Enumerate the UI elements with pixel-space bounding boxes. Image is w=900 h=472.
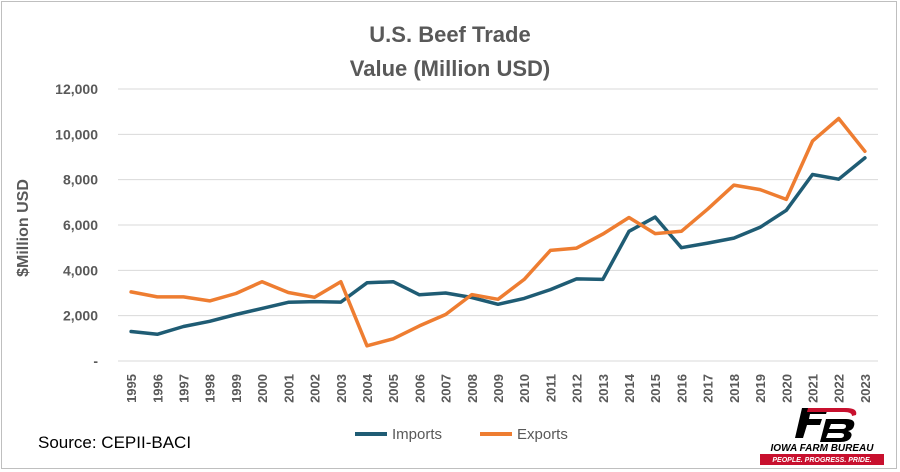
y-tick-label: - — [93, 353, 98, 369]
x-tick-label: 2008 — [465, 374, 480, 403]
legend: Imports Exports — [355, 426, 568, 443]
x-tick-label: 2023 — [858, 374, 873, 403]
x-tick-label: 2015 — [648, 374, 663, 403]
x-tick-label: 2010 — [517, 374, 532, 403]
x-tick-label: 2005 — [386, 374, 401, 403]
series-line-imports — [129, 156, 867, 337]
series-line-exports — [129, 116, 867, 348]
x-tick-label: 1996 — [150, 374, 165, 403]
x-axis-ticks: 1995 1996 1997 1998 1999 2000 2001 2002 2003 2004… — [124, 373, 873, 403]
x-tick-label: 2020 — [779, 374, 794, 403]
x-tick-label: 2002 — [308, 374, 323, 403]
x-tick-label: 2018 — [727, 374, 742, 403]
x-tick-label: 1995 — [124, 374, 139, 403]
x-tick-label: 1999 — [229, 374, 244, 403]
y-tick-label: 4,000 — [63, 262, 98, 278]
y-tick-label: 12,000 — [55, 81, 98, 97]
y-axis-ticks: - 2,000 4,000 6,000 8,000 10,000 12,000 — [55, 81, 98, 369]
x-tick-label: 2009 — [491, 374, 506, 403]
x-tick-label: 2022 — [832, 374, 847, 403]
logo-tagline-bar — [760, 454, 884, 465]
source-note: Source: CEPII-BACI — [38, 433, 191, 452]
x-tick-label: 2007 — [439, 374, 454, 403]
y-tick-label: 10,000 — [55, 126, 98, 142]
legend-label-exports: Exports — [517, 426, 568, 443]
x-tick-label: 2006 — [412, 374, 427, 403]
x-tick-label: 2017 — [701, 374, 716, 403]
y-tick-label: 8,000 — [63, 172, 98, 188]
gridlines — [118, 88, 878, 362]
x-tick-label: 2011 — [543, 374, 558, 402]
x-tick-label: 2016 — [674, 374, 689, 403]
logo-tagline: PEOPLE. PROGRESS. PRIDE. — [772, 457, 871, 464]
chart-title-line-1: U.S. Beef Trade — [369, 22, 530, 47]
chart-title-line-2: Value (Million USD) — [350, 56, 550, 81]
x-tick-label: 2012 — [570, 374, 585, 403]
x-tick-label: 2000 — [255, 374, 270, 403]
x-tick-label: 1998 — [203, 374, 218, 403]
x-tick-label: 2001 — [281, 374, 296, 403]
fb-logo-mark-icon — [795, 408, 857, 442]
x-tick-label: 1997 — [177, 374, 192, 403]
x-tick-label: 2013 — [596, 374, 611, 403]
x-tick-label: 2004 — [360, 373, 375, 403]
x-tick-label: 2003 — [334, 374, 349, 403]
iowa-farm-bureau-logo: IOWA FARM BUREAU PEOPLE. PROGRESS. PRIDE… — [760, 408, 884, 465]
logo-name: IOWA FARM BUREAU — [771, 443, 875, 454]
legend-label-imports: Imports — [392, 426, 442, 443]
x-tick-label: 2014 — [622, 373, 637, 403]
y-tick-label: 2,000 — [63, 308, 98, 324]
series-lines — [129, 116, 867, 348]
y-axis-label: $Million USD — [15, 179, 32, 277]
x-tick-label: 2019 — [753, 374, 768, 403]
y-tick-label: 6,000 — [63, 217, 98, 233]
x-tick-label: 2021 — [805, 374, 820, 403]
